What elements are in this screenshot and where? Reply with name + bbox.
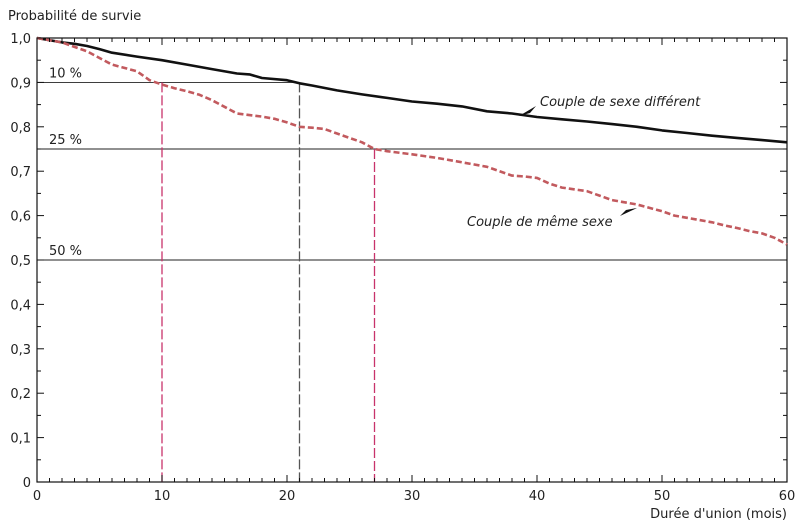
x-tick-label: 50 xyxy=(654,489,671,504)
x-tick-label: 40 xyxy=(529,489,546,504)
x-tick-label: 0 xyxy=(33,489,41,504)
y-tick-label: 0,4 xyxy=(10,298,31,313)
axis-ticks: 0 10 20 30 40 50 60 0 0,1 0,2 0,3 0,4 0,5 0,6 0,7 0,8 0,… xyxy=(10,32,795,504)
series-label-different-sex: Couple de sexe différent xyxy=(540,95,701,110)
x-axis-title: Durée d'union (mois) xyxy=(650,507,787,522)
y-tick-label: 1,0 xyxy=(10,32,31,47)
x-tick-label: 60 xyxy=(779,489,796,504)
y-tick-label: 0,3 xyxy=(10,343,31,358)
y-tick-label: 0,2 xyxy=(10,387,31,402)
reference-line-label: 10 % xyxy=(49,66,82,81)
y-tick-label: 0,9 xyxy=(10,76,31,91)
drop-lines xyxy=(161,82,376,482)
x-tick-label: 30 xyxy=(404,489,421,504)
y-tick-label: 0,1 xyxy=(10,432,31,447)
x-tick-label: 10 xyxy=(154,489,171,504)
series-annotations: Couple de sexe différent Couple de même … xyxy=(467,95,701,230)
arrowhead-different-sex xyxy=(519,106,536,116)
x-tick-label: 20 xyxy=(279,489,296,504)
series-label-same-sex: Couple de même sexe xyxy=(467,215,613,230)
series-line-different-sex xyxy=(36,36,788,144)
reference-line-label: 50 % xyxy=(49,244,82,259)
y-tick-label: 0,5 xyxy=(10,254,31,269)
y-tick-label: 0,8 xyxy=(10,121,31,136)
y-tick-label: 0 xyxy=(23,476,31,491)
reference-line-label: 25 % xyxy=(49,133,82,148)
y-axis-title: Probabilité de survie xyxy=(8,9,141,24)
arrowhead-same-sex xyxy=(620,208,637,216)
y-tick-label: 0,7 xyxy=(10,165,31,180)
series-lines xyxy=(36,36,788,246)
y-tick-label: 0,6 xyxy=(10,210,31,225)
series-line-same-sex xyxy=(36,36,788,246)
